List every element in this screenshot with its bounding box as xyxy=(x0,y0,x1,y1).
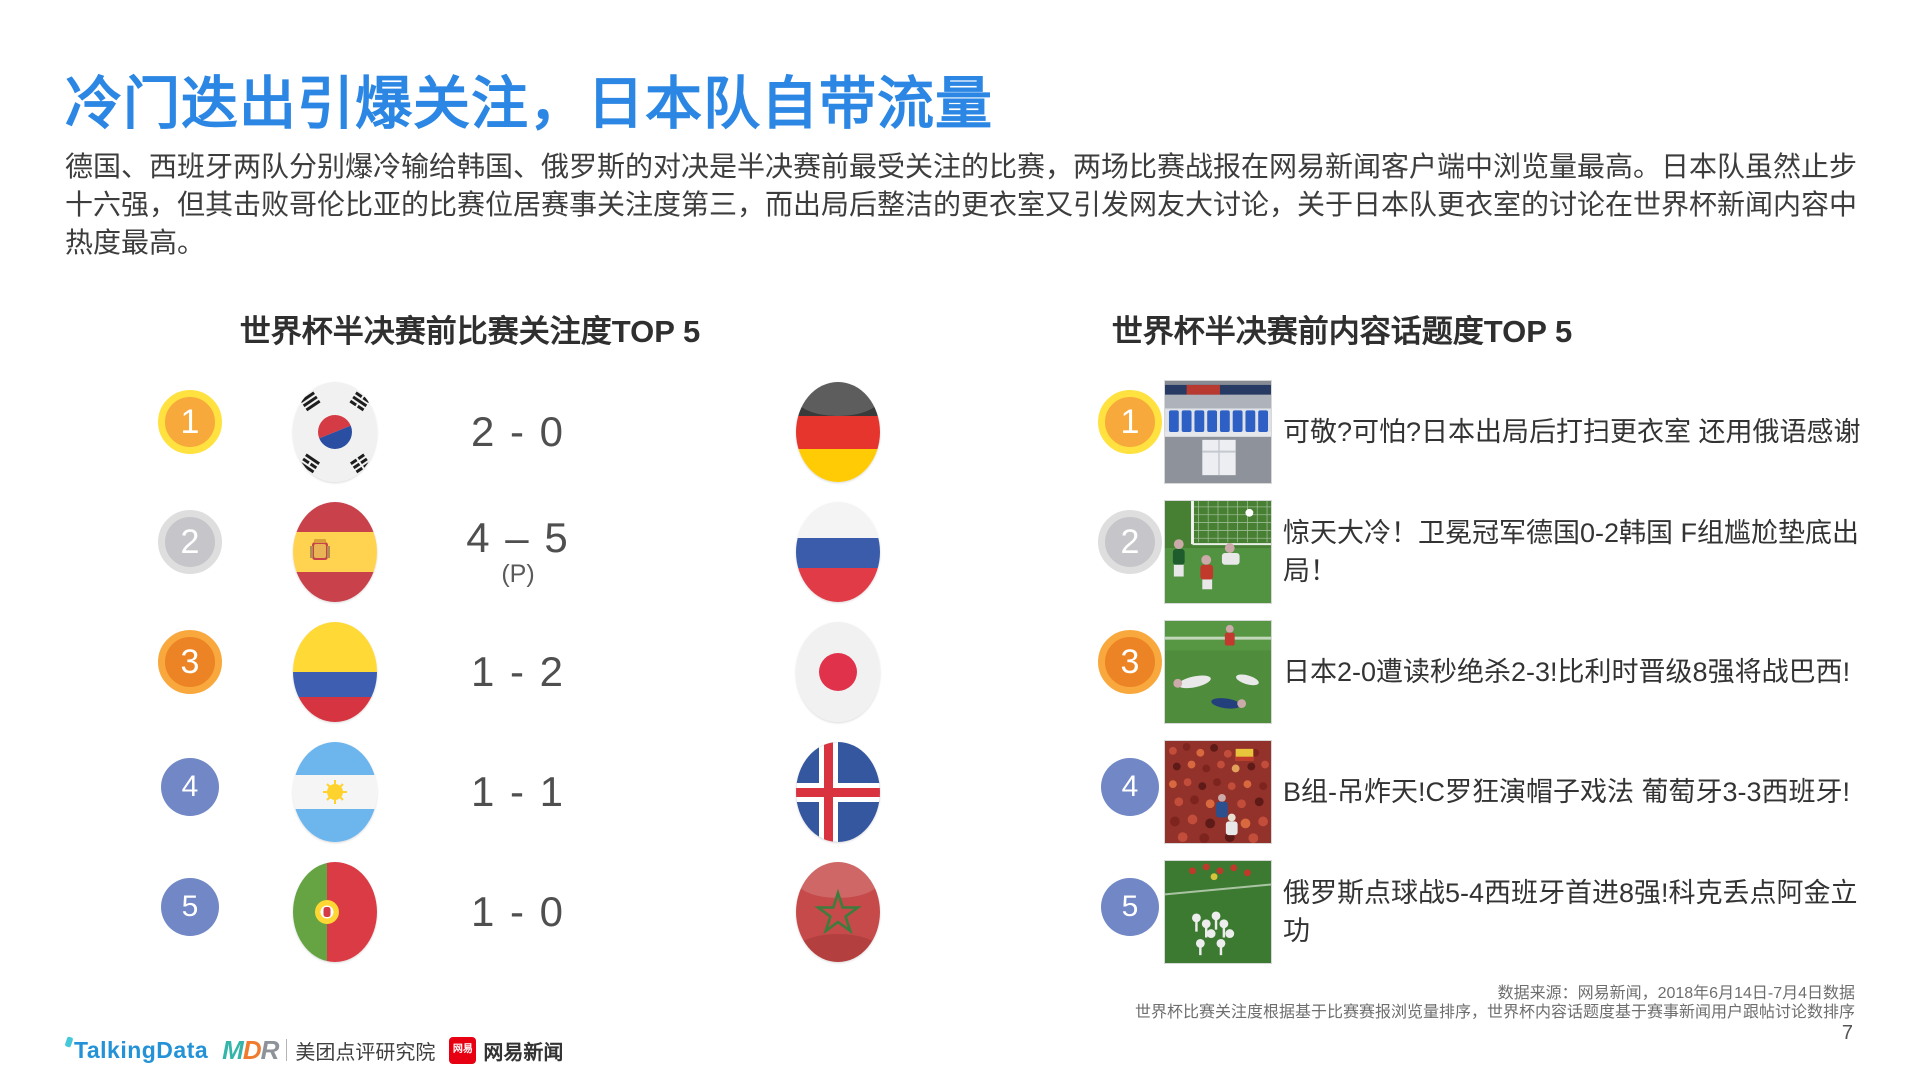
source-line-2: 世界杯比赛关注度根据基于比赛赛报浏览量排序，世界杯内容话题度基于赛事新闻用户跟帖… xyxy=(1134,1004,1855,1021)
news-headline: 惊天大冷！卫冕冠军德国0-2韩国 F组尴尬垫底出局！ xyxy=(1283,492,1861,612)
silver-medal-icon: 2 xyxy=(158,510,222,574)
bronze-medal-icon: 3 xyxy=(1098,630,1162,694)
rank-row-5: 5 1 - 0 5 xyxy=(0,852,1921,972)
thumbnail-portugal-spain-fans xyxy=(1164,740,1272,844)
netease-news-label: 网易新闻 xyxy=(483,1041,564,1064)
news-headline: B组-吊炸天!C罗狂演帽子戏法 葡萄牙3-3西班牙! xyxy=(1283,732,1861,852)
right-panel-header: 世界杯半决赛前内容话题度TOP 5 xyxy=(1111,314,1573,349)
headline-text: 俄罗斯点球战5-4西班牙首进8强!科克丢点阿金立功 xyxy=(1283,878,1858,946)
rank-4-circle-icon: 4 xyxy=(1101,758,1159,816)
source-line-1: 数据来源：网易新闻，2018年6月14日-7月4日数据 xyxy=(1497,985,1855,1002)
flag-japan-icon xyxy=(796,622,880,722)
thumbnail-germany-korea-goal xyxy=(1164,500,1272,604)
headline-text: 可敬?可怕?日本出局后打扫更衣室 还用俄语感谢 xyxy=(1283,417,1861,447)
body-paragraph: 德国、西班牙两队分别爆冷输给韩国、俄罗斯的对决是半决赛前最受关注的比赛，两场比赛… xyxy=(65,151,1858,258)
score-value: 1 - 2 xyxy=(470,648,566,695)
headline-text: 日本2-0遭读秒绝杀2-3!比利时晋级8强将战巴西! xyxy=(1283,657,1851,687)
rank-5-circle-icon: 5 xyxy=(1101,878,1159,936)
headline-text: 惊天大冷！卫冕冠军德国0-2韩国 F组尴尬垫底出局！ xyxy=(1283,518,1860,586)
score-note-penalties: (P) xyxy=(501,560,535,588)
rank-number: 2 xyxy=(180,522,200,561)
gold-medal-icon: 1 xyxy=(158,390,222,454)
left-panel-header: 世界杯半决赛前比赛关注度TOP 5 xyxy=(239,314,701,349)
headline-text: B组-吊炸天!C罗狂演帽子戏法 葡萄牙3-3西班牙! xyxy=(1283,777,1851,807)
flag-colombia-icon xyxy=(293,622,377,722)
flag-iceland-icon xyxy=(796,742,880,842)
silver-medal-icon: 2 xyxy=(1098,510,1162,574)
match-score: 1 - 1 xyxy=(428,732,608,852)
match-score: 4 – 5 (P) xyxy=(428,492,608,612)
match-score: 1 - 2 xyxy=(428,612,608,732)
flag-argentina-icon xyxy=(293,742,377,842)
flag-russia-icon xyxy=(796,502,880,602)
score-value: 2 - 0 xyxy=(470,408,566,455)
ranking-rows: 1 2 - 0 1 xyxy=(0,372,1921,982)
meituan-dianping-research-logo: MDR 美团点评研究院 xyxy=(222,1035,435,1066)
netease-news-logo: 网易 网易新闻 xyxy=(449,1036,563,1065)
rank-row-3: 3 1 - 2 3 日本2-0遭读秒绝杀2-3!比利时晋级8强将战巴西! xyxy=(0,612,1921,732)
match-score: 1 - 0 xyxy=(428,852,608,972)
mdr-letter-d: D xyxy=(242,1034,262,1065)
talkingdata-logo: TalkingData xyxy=(64,1035,209,1064)
rank-number: 5 xyxy=(1121,890,1139,923)
flag-south-korea-icon xyxy=(293,382,377,482)
match-score: 2 - 0 xyxy=(428,372,608,492)
news-headline: 俄罗斯点球战5-4西班牙首进8强!科克丢点阿金立功 xyxy=(1283,852,1861,972)
rank-number: 3 xyxy=(1120,642,1140,681)
rank-number: 1 xyxy=(180,402,200,441)
gold-medal-icon: 1 xyxy=(1098,390,1162,454)
footer-logos: TalkingData MDR 美团点评研究院 网易 网易新闻 xyxy=(64,1034,563,1066)
netease-badge-icon: 网易 xyxy=(449,1036,477,1064)
thumbnail-japan-locker-room xyxy=(1164,380,1272,484)
rank-row-1: 1 2 - 0 1 xyxy=(0,372,1921,492)
score-value: 1 - 1 xyxy=(470,768,566,815)
thumbnail-japan-belgium-players xyxy=(1164,620,1272,724)
rank-number: 4 xyxy=(181,770,199,803)
mdr-letter-m: M xyxy=(222,1034,244,1065)
talkingdata-tick-icon xyxy=(64,1035,74,1048)
rank-4-circle-icon: 4 xyxy=(161,758,219,816)
mdr-letter-r: R xyxy=(260,1034,280,1065)
rank-number: 5 xyxy=(181,890,199,923)
mdr-mark-icon: MDR xyxy=(222,1034,280,1066)
score-value: 4 – 5 xyxy=(466,514,570,561)
rank-number: 2 xyxy=(1120,522,1140,561)
flag-germany-icon xyxy=(796,382,880,482)
page-number: 7 xyxy=(1841,1022,1853,1044)
rank-row-4: 4 1 - 1 4 xyxy=(0,732,1921,852)
rank-number: 1 xyxy=(1120,402,1140,441)
rank-row-2: 2 4 – 5 (P) 2 xyxy=(0,492,1921,612)
news-headline: 日本2-0遭读秒绝杀2-3!比利时晋级8强将战巴西! xyxy=(1283,612,1861,732)
flag-morocco-icon xyxy=(796,862,880,962)
talkingdata-logo-text: TalkingData xyxy=(74,1036,209,1063)
page-title: 冷门迭出引爆关注，日本队自带流量 xyxy=(65,72,993,136)
meituan-research-label: 美团点评研究院 xyxy=(295,1041,436,1064)
rank-number: 4 xyxy=(1121,770,1139,803)
thumbnail-russia-spain-celebration xyxy=(1164,860,1272,964)
flag-portugal-icon xyxy=(293,862,377,962)
data-source-note: 数据来源：网易新闻，2018年6月14日-7月4日数据 世界杯比赛关注度根据基于… xyxy=(1135,984,1855,1022)
flag-spain-icon xyxy=(293,502,377,602)
logo-divider xyxy=(286,1039,288,1061)
rank-5-circle-icon: 5 xyxy=(161,878,219,936)
news-headline: 可敬?可怕?日本出局后打扫更衣室 还用俄语感谢 xyxy=(1283,372,1861,492)
rank-number: 3 xyxy=(180,642,200,681)
score-value: 1 - 0 xyxy=(470,888,566,935)
bronze-medal-icon: 3 xyxy=(158,630,222,694)
